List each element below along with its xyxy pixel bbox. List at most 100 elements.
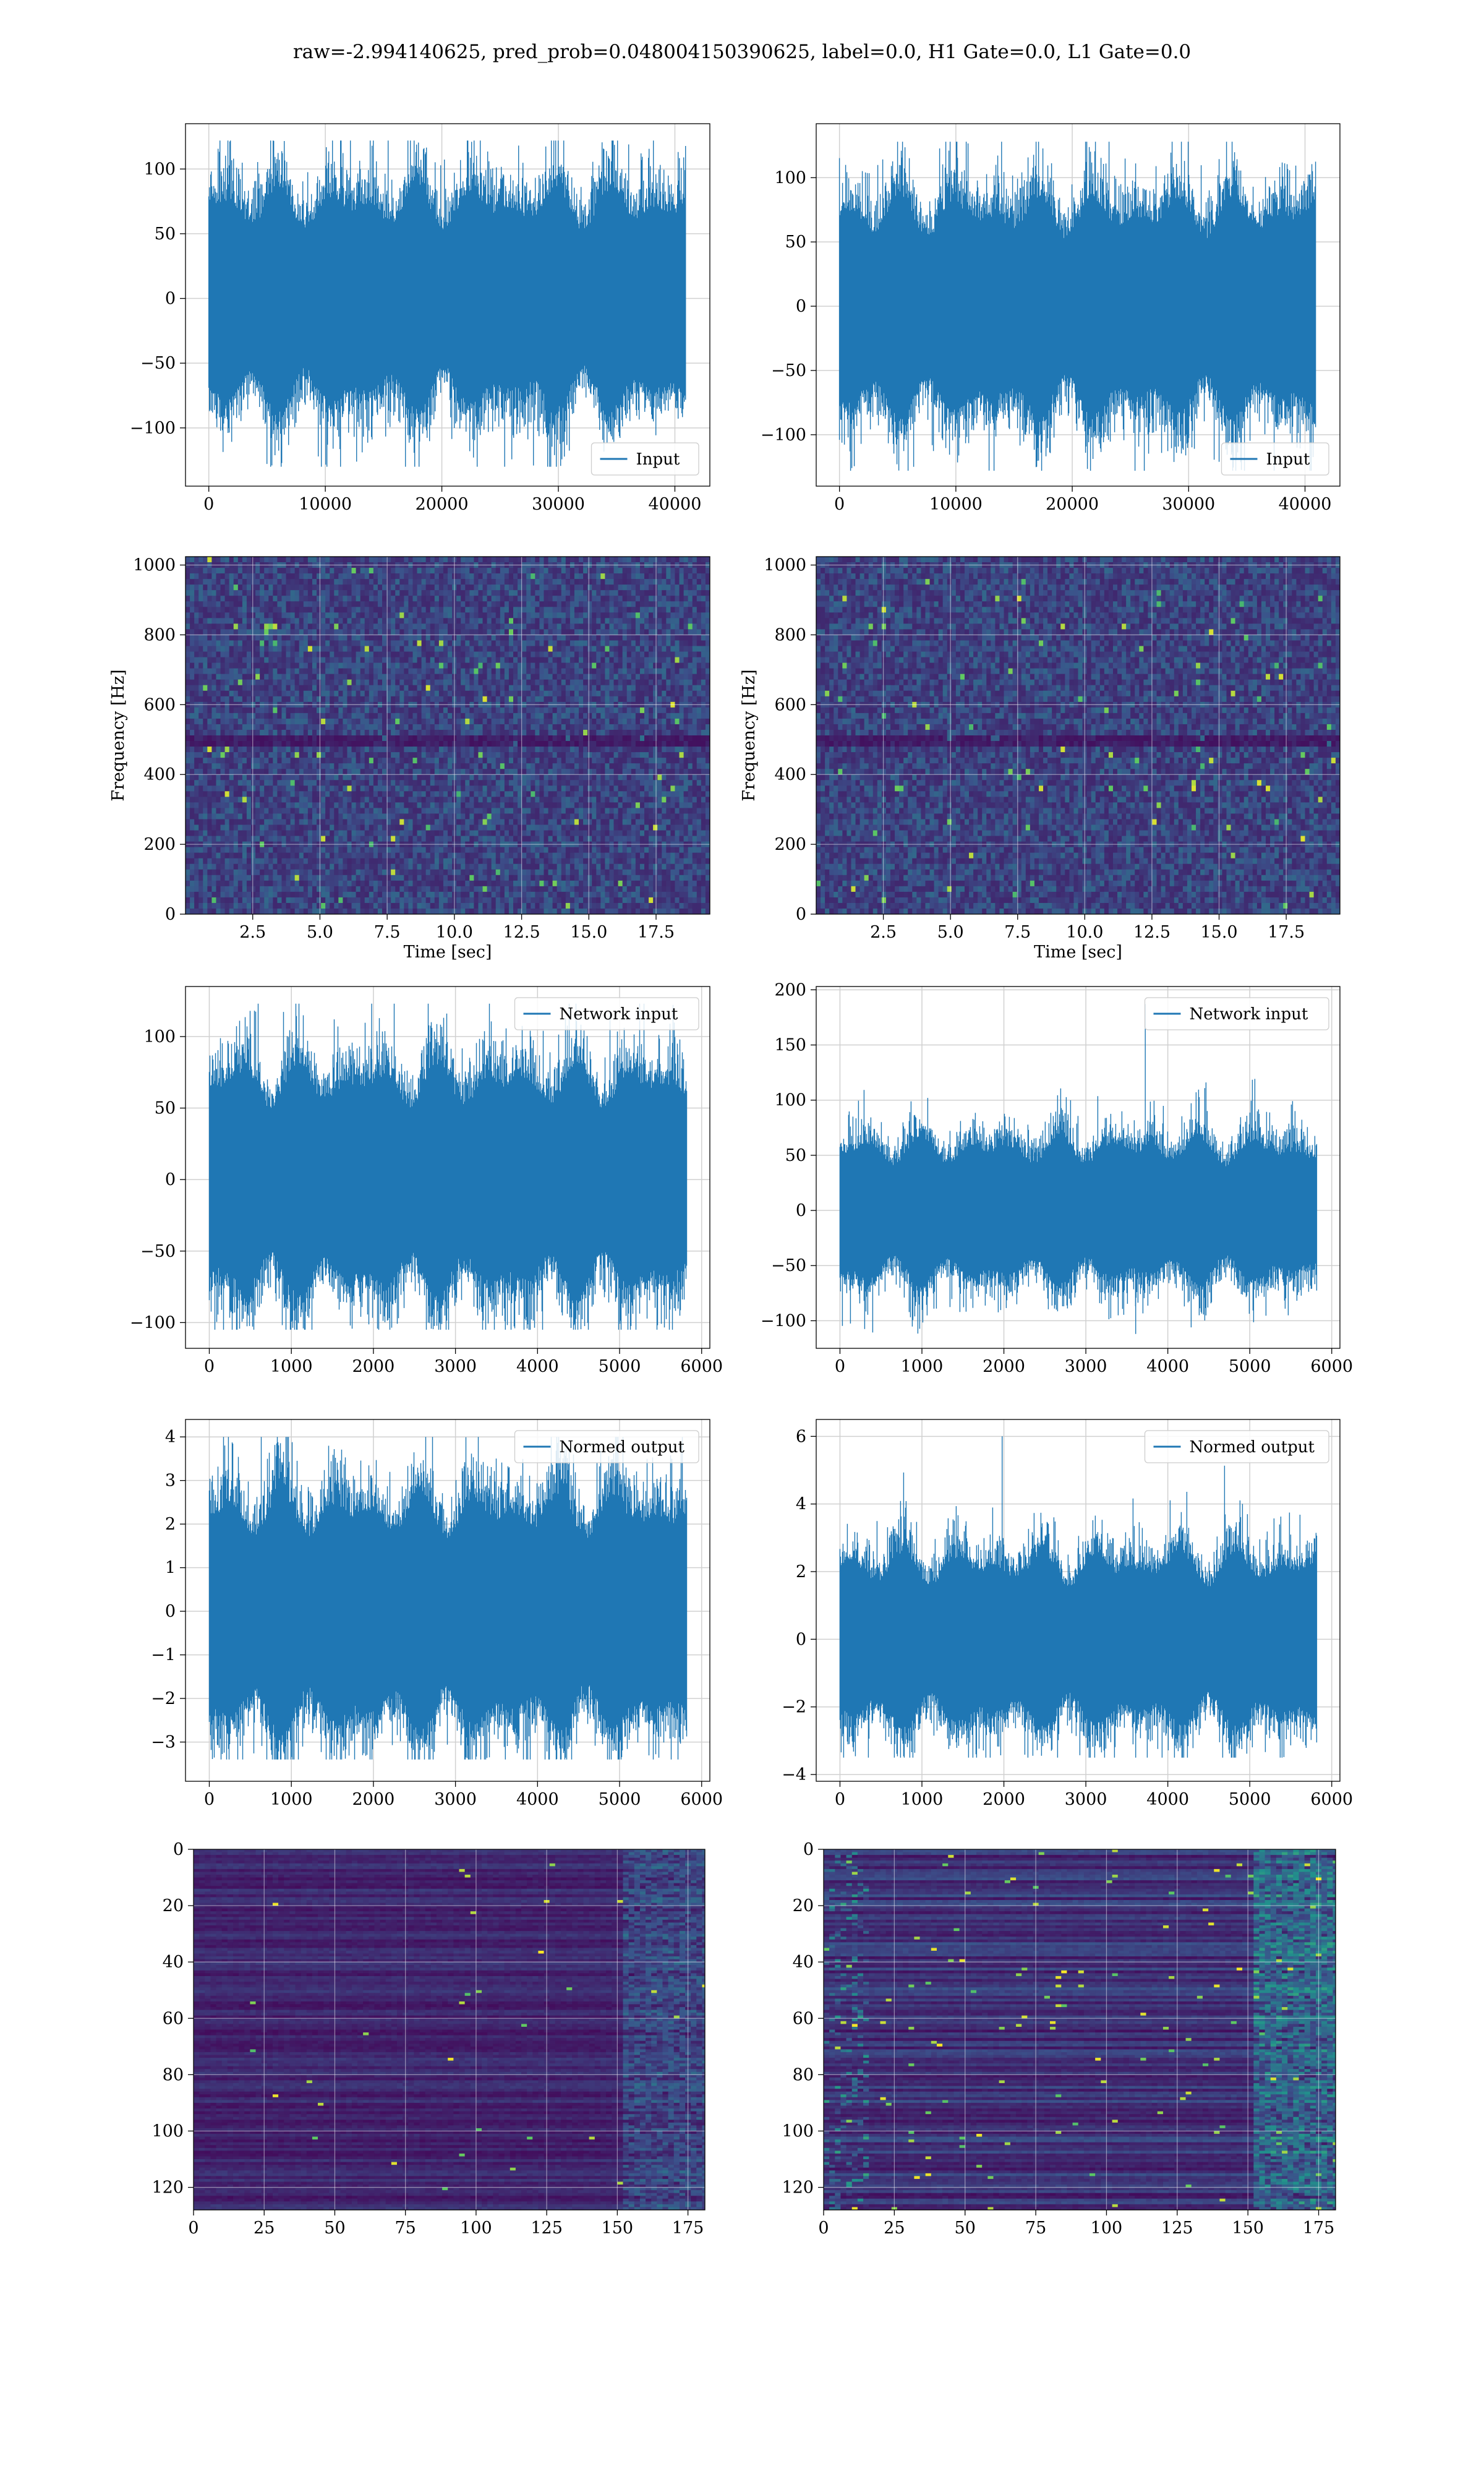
y-tick-label-r4c2: 4 [796, 1495, 806, 1514]
x-tick-label-r1c2: 20000 [1046, 495, 1099, 514]
x-tick-label-r3c1: 2000 [352, 1357, 395, 1376]
y-tick-label-r3c2: 100 [774, 1091, 806, 1110]
legend-label: Network input [560, 1005, 678, 1024]
x-tick-label-r5c1: 175 [672, 2219, 704, 2238]
axes-frame-r2c2 [816, 556, 1341, 915]
legend-r3c1: Network input [514, 997, 699, 1030]
series-line-r1c1 [208, 140, 686, 467]
y-tick-label-r2c1: 400 [143, 765, 176, 784]
y-tick-label-r4c1: 4 [165, 1427, 176, 1447]
series-line-r4c2 [839, 1436, 1318, 1758]
series-line-r4c1 [208, 1437, 688, 1760]
x-tick-label-r1c1: 20000 [416, 495, 469, 514]
series-line-r3c2 [839, 1004, 1318, 1334]
x-tick-label-r2c1: 15.0 [570, 923, 607, 942]
x-tick-label-r4c1: 0 [204, 1790, 215, 1809]
x-tick-label-r3c1: 3000 [434, 1357, 477, 1376]
y-tick-label-r2c1: 0 [165, 905, 176, 924]
y-tick-label-r2c2: 0 [796, 905, 806, 924]
y-tick-label-r1c1: 100 [143, 160, 176, 179]
x-tick-label-r1c2: 10000 [929, 495, 983, 514]
y-tick-label-r4c1: 0 [165, 1602, 176, 1621]
y-tick-label-r2c2: 1000 [764, 556, 806, 575]
x-tick-label-r1c1: 10000 [299, 495, 352, 514]
legend-box [591, 442, 699, 476]
x-tick-label-r5c2: 125 [1161, 2219, 1193, 2238]
x-tick-label-r5c1: 25 [254, 2219, 275, 2238]
x-tick-label-r1c1: 40000 [649, 495, 702, 514]
chart-r3c1: 0 1000 2000 3000 4000 5000 6000 −100 −50 0 50 100 Ne… [130, 986, 723, 1376]
y-tick-label-r1c1: −100 [130, 419, 176, 438]
x-tick-label-r4c2: 2000 [983, 1790, 1025, 1809]
x-tick-label-r1c2: 0 [834, 495, 845, 514]
x-tick-label-r4c2: 5000 [1229, 1790, 1271, 1809]
x-tick-label-r2c2: 5.0 [937, 923, 964, 942]
legend-box [1144, 997, 1329, 1030]
x-tick-label-r4c2: 6000 [1310, 1790, 1353, 1809]
y-tick-label-r3c1: −50 [140, 1242, 176, 1261]
x-tick-label-r4c2: 4000 [1146, 1790, 1189, 1809]
legend-box [514, 997, 699, 1030]
x-tick-label-r3c2: 1000 [901, 1357, 944, 1376]
y-tick-label-r1c1: −50 [140, 354, 176, 373]
x-tick-label-r3c2: 2000 [983, 1357, 1025, 1376]
y-tick-label-r4c1: 1 [165, 1559, 176, 1578]
y-tick-label-r3c1: 0 [165, 1170, 176, 1189]
y-tick-label-r5c2: 60 [793, 2009, 814, 2028]
x-tick-label-r3c1: 1000 [270, 1357, 313, 1376]
x-tick-label-r3c2: 5000 [1229, 1357, 1271, 1376]
series-line-r3c1 [208, 1003, 688, 1330]
x-tick-label-r2c2: 2.5 [870, 923, 897, 942]
heatmap-r5c1 [194, 1849, 705, 2210]
legend-r4c2: Normed output [1144, 1430, 1329, 1463]
y-tick-label-r5c2: 0 [803, 1840, 814, 1859]
chart-r2c2: 2.5 5.0 7.5 10.0 12.5 15.0 17.5 0 200 400 600 800 10… [740, 556, 1341, 962]
x-tick-label-r4c1: 4000 [516, 1790, 559, 1809]
x-tick-label-r4c1: 6000 [680, 1790, 723, 1809]
y-tick-label-r2c1: 200 [143, 835, 176, 854]
x-tick-label-r4c2: 3000 [1065, 1790, 1107, 1809]
x-tick-label-r2c2: 15.0 [1200, 923, 1237, 942]
x-tick-label-r2c1: 5.0 [307, 923, 333, 942]
legend-box [1221, 442, 1329, 476]
axes-frame-r3c1 [185, 986, 710, 1349]
heatmap-r2c1 [186, 557, 710, 914]
x-tick-label-r2c1: 2.5 [239, 923, 266, 942]
x-tick-label-r1c1: 0 [203, 495, 214, 514]
y-tick-label-r3c2: 200 [774, 980, 806, 999]
x-tick-label-r3c2: 4000 [1146, 1357, 1189, 1376]
x-tick-label-r2c2: 17.5 [1268, 923, 1305, 942]
chart-r4c2: 0 1000 2000 3000 4000 5000 6000 −4 −2 0 2 4 6 Normed … [782, 1419, 1353, 1809]
x-tick-label-r5c1: 50 [324, 2219, 345, 2238]
x-tick-label-r3c2: 6000 [1310, 1357, 1353, 1376]
heatmap-r5c2 [824, 1849, 1336, 2210]
x-tick-label-r5c1: 0 [188, 2219, 198, 2238]
legend-r3c2: Network input [1144, 997, 1329, 1030]
y-tick-label-r5c2: 120 [782, 2178, 814, 2198]
x-tick-label-r2c2: 10.0 [1066, 923, 1103, 942]
x-tick-label-r2c1: 17.5 [638, 923, 675, 942]
x-tick-label-r1c2: 30000 [1162, 495, 1215, 514]
y-tick-label-r4c1: 3 [165, 1471, 176, 1491]
y-tick-label-r5c1: 60 [163, 2009, 184, 2028]
x-tick-label-r1c2: 40000 [1279, 495, 1332, 514]
y-tick-label-r5c2: 40 [793, 1953, 814, 1972]
series-line-r1c2 [838, 142, 1316, 471]
chart-r5c1: 0 25 50 75 100 125 150 175 0 20 40 60 80 100 120 [151, 1840, 706, 2238]
y-tick-label-r4c2: 0 [796, 1630, 806, 1649]
x-tick-label-r5c1: 125 [531, 2219, 563, 2238]
y-tick-label-r3c1: 50 [155, 1099, 176, 1118]
x-tick-label-r5c1: 75 [394, 2219, 416, 2238]
y-tick-label-r5c1: 40 [163, 1953, 184, 1972]
x-tick-label-r4c1: 5000 [599, 1790, 641, 1809]
legend-box [514, 1430, 699, 1463]
y-tick-label-r1c1: 0 [165, 289, 176, 309]
axes-frame-r2c1 [185, 556, 710, 915]
x-tick-label-r2c2: 12.5 [1133, 923, 1171, 942]
y-tick-label-r2c2: 200 [774, 835, 806, 854]
x-tick-label-r4c1: 2000 [352, 1790, 395, 1809]
x-tick-label-r3c1: 6000 [680, 1357, 723, 1376]
y-tick-label-r5c2: 100 [782, 2121, 814, 2141]
figure-title: raw=-2.994140625, pred_prob=0.0480041503… [0, 41, 1484, 63]
